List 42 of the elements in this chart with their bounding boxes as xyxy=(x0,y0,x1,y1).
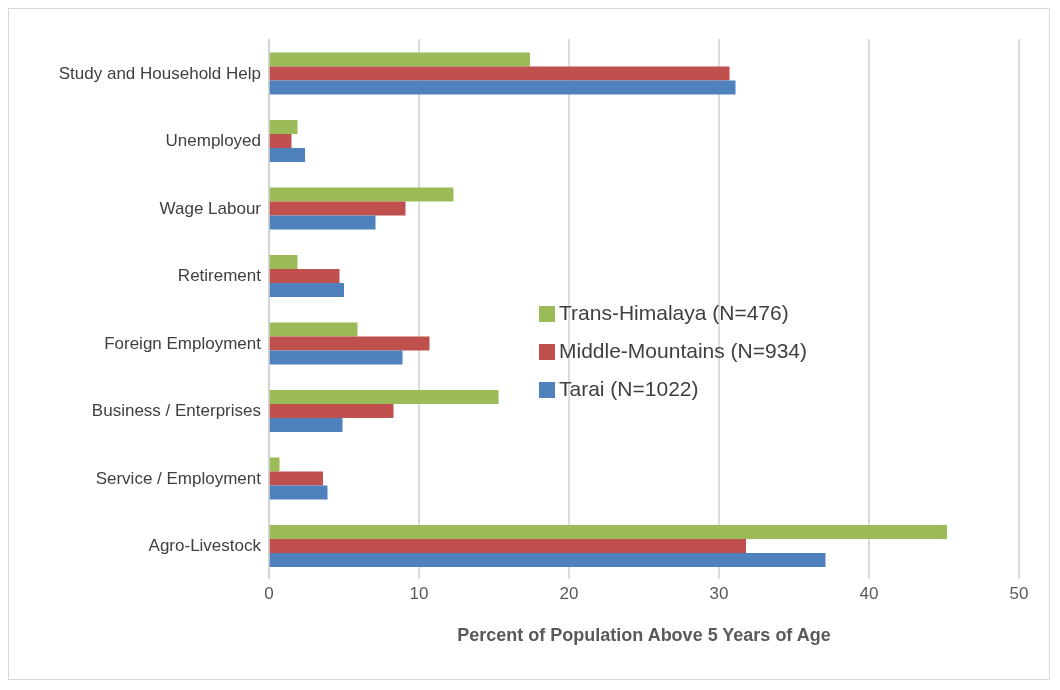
y-tick-label: Unemployed xyxy=(165,131,261,151)
bar xyxy=(269,350,403,365)
bar xyxy=(269,457,280,472)
bar xyxy=(269,120,298,134)
y-tick-label: Business / Enterprises xyxy=(91,401,261,421)
bar xyxy=(269,134,292,148)
x-axis-title: Percent of Population Above 5 Years of Age xyxy=(457,625,831,645)
bar xyxy=(269,539,746,553)
x-tick-label: 20 xyxy=(559,584,579,604)
bar xyxy=(269,471,323,486)
x-tick-label: 10 xyxy=(409,584,429,604)
bar xyxy=(269,255,298,269)
bar xyxy=(269,187,454,202)
y-tick-label: Foreign Employment xyxy=(104,333,262,353)
legend-label: Trans-Himalaya (N=476) xyxy=(559,301,789,324)
x-tick-label: 40 xyxy=(859,584,879,604)
legend-label: Middle-Mountains (N=934) xyxy=(559,339,808,362)
bar xyxy=(269,283,344,297)
y-tick-label: Study and Household Help xyxy=(58,63,261,83)
y-tick-label: Agro-Livestock xyxy=(148,536,262,556)
bar xyxy=(269,485,328,500)
bar xyxy=(269,322,358,337)
bar xyxy=(269,418,343,432)
bar xyxy=(269,269,340,283)
legend-label: Tarai (N=1022) xyxy=(559,377,699,400)
bar xyxy=(269,553,826,567)
bar xyxy=(269,66,730,81)
y-tick-label: Retirement xyxy=(177,266,262,286)
bar xyxy=(269,215,376,230)
bar xyxy=(269,390,499,404)
bar xyxy=(269,80,736,95)
bar xyxy=(269,404,394,418)
bar xyxy=(269,336,430,351)
x-tick-label: 30 xyxy=(709,584,729,604)
x-tick-label: 0 xyxy=(264,584,274,604)
y-tick-label: Wage Labour xyxy=(159,198,262,218)
bar xyxy=(269,201,406,216)
bar xyxy=(269,148,305,162)
y-tick-label: Service / Employment xyxy=(95,468,262,488)
bar xyxy=(269,525,947,539)
x-tick-label: 50 xyxy=(1009,584,1029,604)
bar xyxy=(269,52,530,67)
